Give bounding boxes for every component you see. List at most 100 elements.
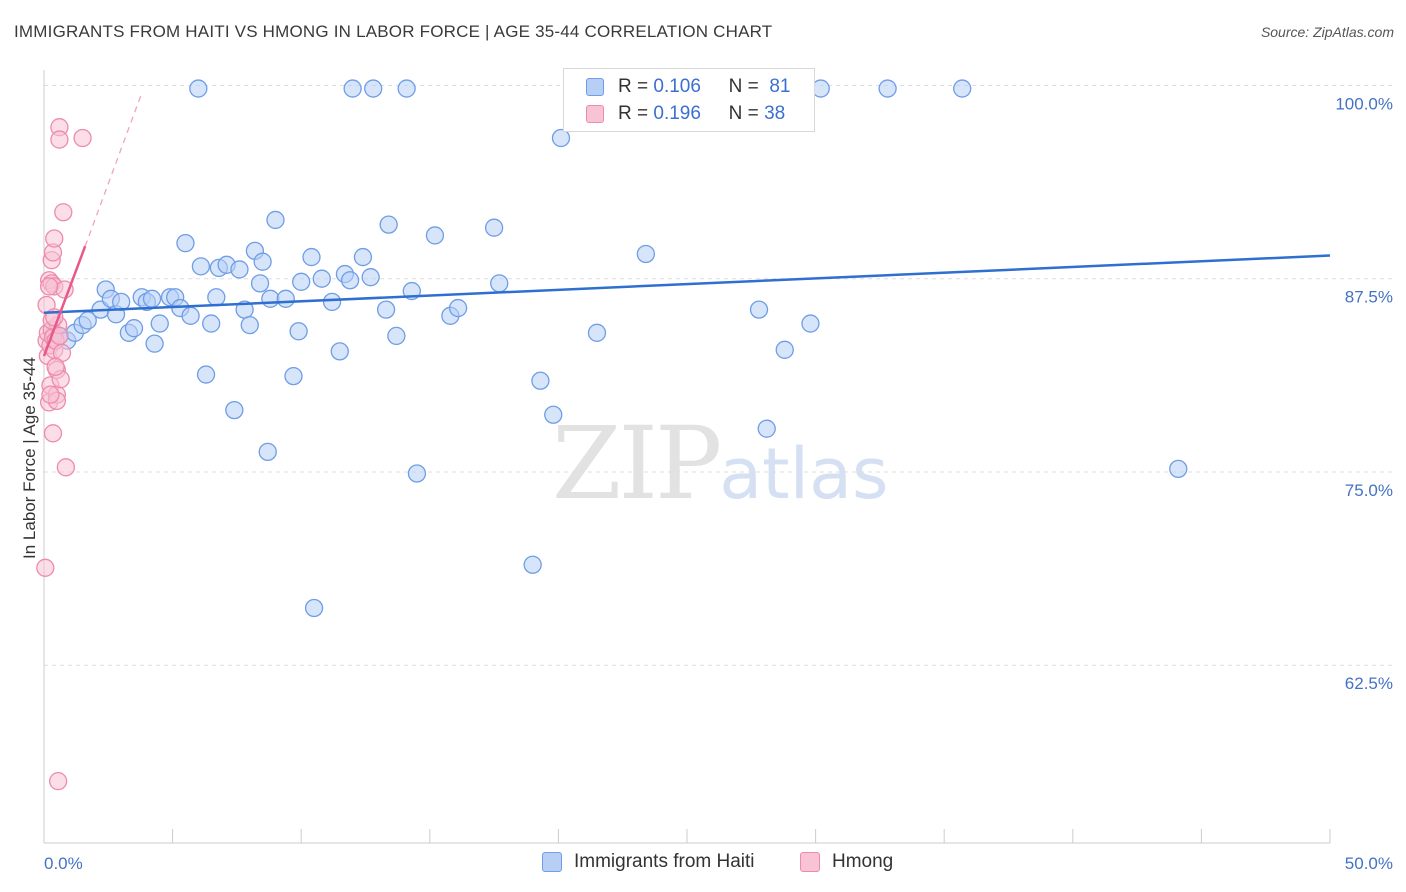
point-haiti: [230, 260, 249, 279]
legend-n-value: 81: [769, 76, 791, 97]
point-haiti: [531, 371, 550, 390]
point-haiti: [364, 79, 383, 98]
point-hmong: [36, 558, 55, 577]
chart-title: IMMIGRANTS FROM HAITI VS HMONG IN LABOR …: [14, 22, 773, 41]
point-hmong: [56, 458, 76, 477]
point-haiti: [266, 210, 285, 230]
trend-lines: [42, 92, 1331, 357]
series-legend: Immigrants from Haiti Hmong: [0, 851, 1406, 879]
data-points: [36, 79, 1188, 791]
point-haiti: [551, 128, 571, 148]
point-haiti: [330, 342, 349, 361]
point-haiti: [240, 315, 259, 335]
legend-swatch-haiti: [542, 852, 562, 872]
legend-r-value: 0.106: [653, 76, 701, 97]
legend-item-haiti[interactable]: Immigrants from Haiti: [542, 851, 755, 873]
point-haiti: [150, 314, 169, 333]
source-credit: Source: ZipAtlas.com: [1260, 24, 1394, 40]
point-haiti: [302, 247, 321, 267]
point-haiti: [587, 323, 607, 342]
point-haiti: [253, 252, 272, 271]
point-haiti: [379, 215, 398, 234]
point-haiti: [749, 300, 769, 319]
legend-r-value: 0.196: [653, 103, 701, 124]
point-haiti: [490, 274, 509, 293]
y-tick-label: 62.5%: [1345, 674, 1393, 693]
point-hmong: [39, 277, 59, 296]
stats-legend: R = 0.106 N = 81 R = 0.196 N = 38: [563, 68, 815, 132]
point-haiti: [361, 268, 380, 287]
point-haiti: [353, 247, 373, 267]
point-haiti: [124, 319, 144, 338]
point-haiti: [376, 300, 396, 319]
point-hmong: [46, 357, 65, 376]
point-haiti: [407, 464, 427, 483]
point-haiti: [181, 306, 200, 325]
point-haiti: [425, 226, 445, 245]
trend-line-hmong: [42, 245, 87, 357]
legend-n-label: N =: [728, 76, 759, 97]
point-hmong: [48, 772, 68, 791]
point-haiti: [322, 292, 342, 312]
point-haiti: [387, 326, 406, 346]
legend-row-hmong: R = 0.196 N = 38: [586, 101, 785, 127]
point-haiti: [202, 314, 221, 333]
point-haiti: [757, 419, 776, 438]
y-axis-label: In Labor Force | Age 35-44: [20, 357, 39, 559]
point-hmong: [73, 128, 92, 148]
legend-r-label: R =: [618, 76, 649, 97]
point-haiti: [343, 79, 362, 98]
y-tick-label: 87.5%: [1345, 288, 1393, 307]
axes: [43, 70, 1330, 844]
point-hmong: [54, 203, 73, 222]
trend-line-haiti: [43, 254, 1331, 314]
point-haiti: [196, 365, 216, 384]
point-haiti: [207, 288, 226, 307]
point-haiti: [448, 298, 468, 318]
point-haiti: [284, 366, 303, 386]
point-haiti: [775, 340, 794, 359]
legend-item-hmong[interactable]: Hmong: [800, 851, 893, 873]
x-tick-label-min: 0.0%: [44, 854, 83, 873]
point-hmong: [50, 130, 69, 149]
y-tick-labels: 100.0% 87.5% 75.0% 62.5%: [1335, 94, 1393, 693]
point-haiti: [636, 244, 655, 264]
point-haiti: [292, 272, 311, 291]
point-haiti: [225, 400, 244, 420]
point-hmong: [43, 424, 63, 443]
point-haiti: [953, 79, 972, 98]
legend-n-label: N =: [728, 103, 759, 124]
legend-label-hmong: Hmong: [832, 851, 894, 872]
point-hmong: [41, 385, 60, 404]
point-haiti: [304, 598, 324, 618]
point-haiti: [312, 269, 331, 288]
watermark: ZIPatlas: [552, 405, 888, 522]
point-haiti: [261, 289, 280, 308]
point-haiti: [801, 314, 820, 333]
point-haiti: [176, 234, 195, 253]
point-haiti: [258, 442, 277, 462]
point-haiti: [191, 257, 211, 276]
point-haiti: [276, 289, 295, 308]
legend-r-label: R =: [618, 103, 649, 124]
legend-row-haiti: R = 0.106 N = 81: [586, 74, 790, 100]
watermark-zip: ZIP: [552, 405, 722, 522]
point-hmong: [45, 229, 64, 248]
point-haiti: [397, 79, 416, 98]
point-haiti: [878, 79, 897, 98]
legend-n-value: 38: [764, 103, 786, 124]
legend-swatch-haiti: [586, 78, 604, 96]
x-tick-label-max: 50.0%: [1345, 854, 1393, 873]
point-haiti: [145, 334, 164, 353]
point-haiti: [289, 322, 308, 341]
point-haiti: [189, 79, 208, 98]
point-haiti: [340, 271, 360, 290]
y-tick-label: 75.0%: [1345, 481, 1393, 500]
legend-label-haiti: Immigrants from Haiti: [574, 851, 755, 872]
point-haiti: [523, 555, 542, 574]
watermark-atlas: atlas: [719, 433, 889, 515]
point-haiti: [544, 405, 563, 424]
legend-swatch-hmong: [586, 105, 604, 123]
y-tick-label: 100.0%: [1335, 94, 1393, 113]
